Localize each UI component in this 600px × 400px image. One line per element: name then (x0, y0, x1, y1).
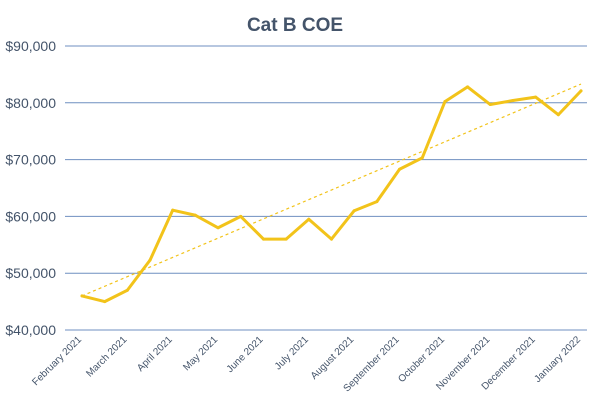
data-point (420, 156, 424, 160)
data-point (443, 100, 447, 104)
data-point (534, 95, 538, 99)
y-tick-label: $80,000 (5, 95, 56, 111)
x-tick-label: January 2022 (532, 334, 583, 385)
data-point (148, 258, 152, 262)
data-point (261, 237, 265, 241)
trendline-layer (81, 83, 582, 297)
data-point (579, 89, 583, 93)
y-axis-ticks: $40,000 $50,000 $60,000 $70,000 $80,000 $90,0… (5, 38, 56, 338)
y-tick-label: $50,000 (5, 265, 56, 281)
data-point (330, 237, 333, 241)
data-point (307, 217, 311, 221)
trendline (81, 83, 582, 297)
x-tick-label: May 2021 (181, 334, 220, 373)
data-point (466, 85, 470, 89)
data-point (239, 214, 243, 218)
x-axis-ticks: February 2021 March 2021 April 2021 May 202… (30, 334, 583, 394)
data-point (80, 294, 84, 298)
data-point (398, 167, 402, 171)
x-tick-label: March 2021 (84, 334, 129, 379)
data-point (284, 237, 288, 241)
data-point (352, 209, 356, 213)
chart-title: Cat B COE (247, 15, 343, 36)
data-point (125, 288, 129, 292)
gridlines (65, 45, 587, 331)
series-line (80, 85, 583, 304)
x-tick-label: April 2021 (135, 334, 175, 374)
x-tick-label: July 2021 (273, 334, 311, 372)
x-tick-label: June 2021 (225, 334, 266, 375)
data-point (216, 226, 220, 230)
x-tick-label: August 2021 (309, 334, 357, 382)
y-tick-label: $90,000 (5, 38, 56, 54)
data-point (171, 208, 175, 212)
data-point (193, 213, 197, 217)
data-point (103, 300, 107, 304)
x-tick-label: February 2021 (30, 334, 84, 388)
data-point (511, 99, 515, 103)
x-tick-label: October 2021 (396, 334, 447, 385)
y-tick-label: $70,000 (5, 152, 56, 168)
data-point (375, 200, 379, 204)
data-point (488, 103, 492, 107)
data-point (556, 113, 560, 117)
y-tick-label: $60,000 (5, 208, 56, 224)
y-tick-label: $40,000 (5, 322, 56, 338)
series-layer (80, 85, 583, 304)
